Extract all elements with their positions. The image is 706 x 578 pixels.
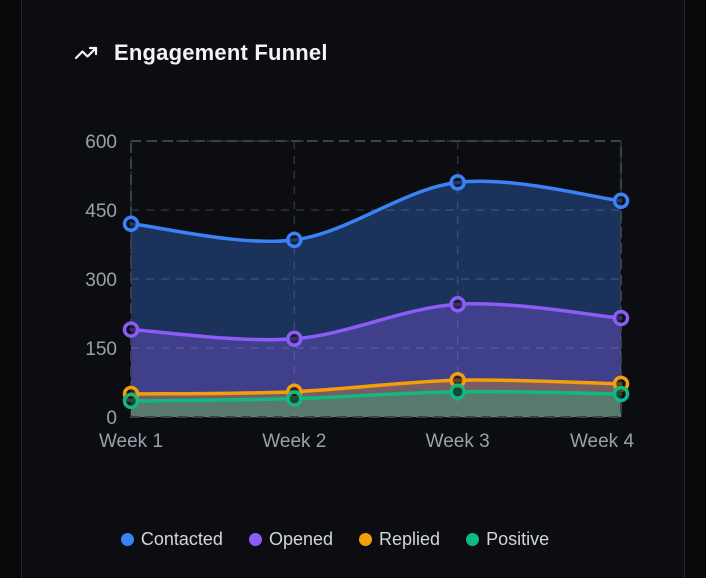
area-positive bbox=[131, 391, 621, 417]
legend-label: Opened bbox=[268, 528, 334, 549]
area-replied bbox=[131, 379, 621, 417]
point-opened bbox=[122, 321, 140, 338]
x-tick-label: Week 1 bbox=[99, 431, 163, 452]
legend-item-positive[interactable]: Positive bbox=[466, 529, 549, 550]
line-replied bbox=[129, 378, 623, 396]
point-positive bbox=[122, 392, 140, 410]
point-contacted bbox=[122, 215, 140, 233]
contacted-dot-icon bbox=[120, 532, 134, 546]
area-contacted bbox=[131, 181, 621, 417]
legend-item-replied[interactable]: Replied bbox=[359, 529, 440, 550]
area-fills bbox=[131, 181, 621, 417]
point-contacted bbox=[612, 192, 630, 210]
legend-label: Contacted bbox=[140, 528, 223, 549]
x-tick-label: Week 4 bbox=[570, 431, 635, 452]
replied-dot-icon bbox=[359, 532, 373, 546]
legend-label: Positive bbox=[486, 528, 550, 549]
point-positive bbox=[612, 385, 630, 403]
x-tick-label: Week 3 bbox=[426, 431, 490, 452]
y-tick-label: 0 bbox=[106, 408, 117, 429]
chart-canvas: 0 150 300 450 600 Week 1 Week 2 Week 3 Week 4 bbox=[85, 132, 635, 452]
point-positive bbox=[449, 383, 466, 400]
card-header: Engagement Funnel bbox=[72, 40, 328, 66]
legend-item-opened[interactable]: Opened bbox=[248, 528, 334, 550]
opened-dot-icon bbox=[248, 532, 262, 546]
line-opened bbox=[129, 302, 623, 342]
point-contacted bbox=[286, 231, 303, 249]
area-opened bbox=[131, 303, 621, 417]
point-positive bbox=[286, 390, 303, 407]
positive-dot-icon bbox=[466, 532, 480, 546]
chart-legend: Contacted Opened Replied Positive bbox=[22, 524, 684, 554]
engagement-funnel-card: Engagement Funnel 0 150 300 450 600 Week 1 Wee… bbox=[21, 0, 685, 578]
point-opened bbox=[612, 309, 630, 327]
legend-item-contacted[interactable]: Contacted bbox=[120, 528, 223, 550]
x-tick-label: Week 2 bbox=[262, 431, 326, 452]
y-tick-label: 150 bbox=[85, 339, 117, 360]
chart-title: Engagement Funnel bbox=[114, 40, 328, 65]
y-tick-label: 600 bbox=[85, 132, 117, 153]
point-opened bbox=[286, 330, 303, 348]
y-tick-label: 450 bbox=[85, 201, 117, 222]
point-opened bbox=[449, 296, 466, 313]
point-contacted bbox=[449, 174, 466, 191]
legend-label: Replied bbox=[379, 528, 441, 549]
line-positive bbox=[129, 389, 623, 403]
trending-up-icon bbox=[74, 46, 98, 60]
line-contacted bbox=[129, 179, 623, 244]
y-tick-label: 300 bbox=[85, 270, 117, 291]
plot-border bbox=[130, 140, 622, 418]
